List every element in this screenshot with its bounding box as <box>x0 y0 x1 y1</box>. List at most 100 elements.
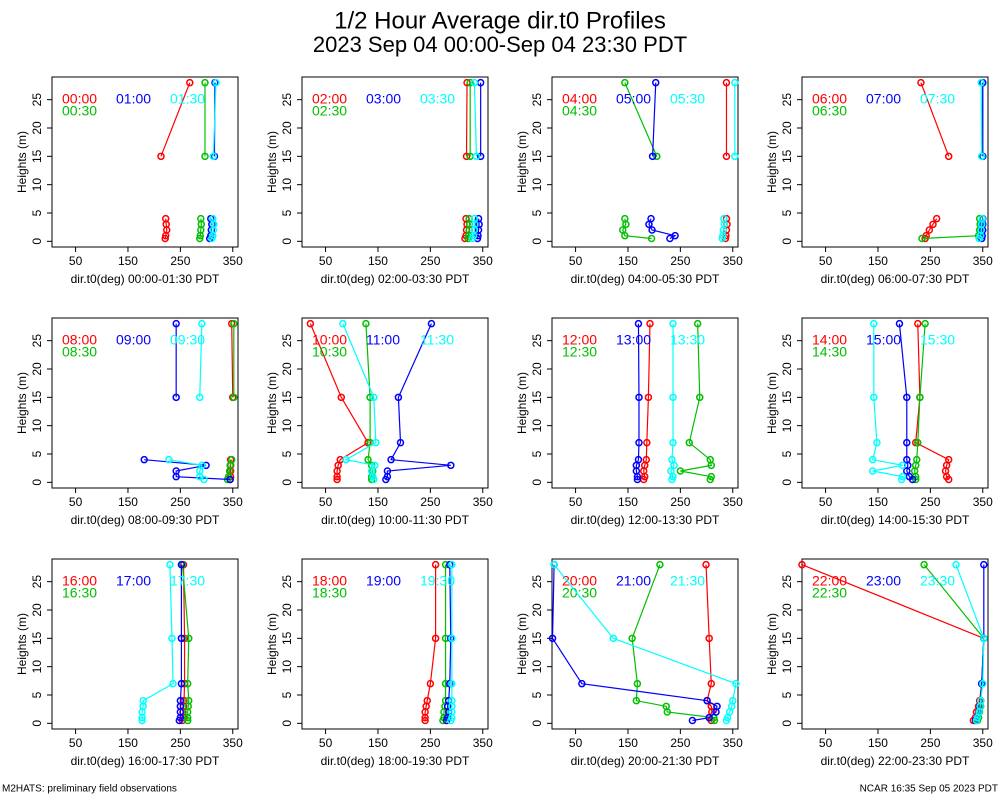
legend-label: 05:00 <box>616 91 651 107</box>
y-tick-label: 25 <box>280 575 294 589</box>
y-tick-label: 20 <box>280 603 294 617</box>
y-tick-label: 0 <box>530 479 544 486</box>
legend-label: 01:00 <box>116 91 151 107</box>
y-tick-label: 15 <box>280 390 294 404</box>
data-point <box>578 679 586 688</box>
y-tick-label: 0 <box>780 479 794 486</box>
y-tick-label: 5 <box>780 691 794 698</box>
y-axis-label: Heights (m) <box>765 613 779 675</box>
y-tick-label: 20 <box>30 121 44 135</box>
data-point <box>198 319 206 328</box>
data-point <box>668 455 676 464</box>
data-point <box>929 220 937 229</box>
plot-frame <box>301 317 489 489</box>
data-point <box>870 319 878 328</box>
data-point <box>903 393 911 402</box>
y-tick-label: 20 <box>530 362 544 376</box>
y-tick-label: 0 <box>30 720 44 727</box>
data-point <box>431 634 440 643</box>
x-axis-label: dir.t0(deg) 16:00-17:30 PDT <box>71 754 220 768</box>
data-point <box>196 234 204 243</box>
y-tick-label: 15 <box>530 631 544 645</box>
y-tick-label: 10 <box>30 178 44 192</box>
legend-label: 23:30 <box>920 573 955 589</box>
data-point <box>423 696 431 705</box>
x-tick-label: 250 <box>420 495 440 509</box>
legend-label: 02:00 <box>312 91 347 107</box>
y-tick-label: 25 <box>30 575 44 589</box>
x-tick-label: 350 <box>723 736 743 750</box>
x-tick-label: 50 <box>69 495 83 509</box>
y-tick-label: 15 <box>30 390 44 404</box>
panel: 50 150 250 350 0 5 10 15 20 25 dir.t0(deg) 12:00-1… <box>515 317 743 527</box>
y-tick-label: 0 <box>530 238 544 245</box>
title: 1/2 Hour Average dir.t0 Profiles <box>334 7 666 34</box>
data-point <box>550 560 558 569</box>
legend-label: 16:30 <box>62 585 97 601</box>
data-point <box>932 214 941 223</box>
legend-label: 08:00 <box>62 332 97 348</box>
x-axis-label: dir.t0(deg) 14:00-15:30 PDT <box>821 513 970 527</box>
y-axis-label: Heights (m) <box>15 372 29 434</box>
panel: 50 150 250 350 0 5 10 15 20 25 dir.t0(deg) 02:00-0… <box>265 76 493 286</box>
data-point <box>474 214 483 223</box>
y-tick-label: 5 <box>780 450 794 457</box>
data-point <box>183 716 192 725</box>
x-tick-label: 250 <box>170 254 190 268</box>
data-point <box>633 679 642 688</box>
data-point <box>476 152 485 161</box>
profile-line <box>473 82 478 157</box>
legend-label: 10:00 <box>312 332 347 348</box>
panel: 50 150 250 350 0 5 10 15 20 25 dir.t0(deg) 08:00-0… <box>15 317 243 527</box>
y-tick-label: 0 <box>780 238 794 245</box>
profile-line <box>978 218 983 239</box>
plot-frame <box>801 558 989 730</box>
data-point <box>868 455 877 464</box>
panel: 50 150 250 350 0 5 10 15 20 25 dir.t0(deg) 10:00-1… <box>265 317 493 527</box>
data-point <box>653 152 661 161</box>
x-tick-label: 350 <box>473 495 493 509</box>
y-axis-label: Heights (m) <box>15 613 29 675</box>
data-point <box>339 319 347 328</box>
data-point <box>448 634 456 643</box>
data-point <box>621 214 629 223</box>
data-point <box>980 560 988 569</box>
x-tick-label: 50 <box>319 495 333 509</box>
data-point <box>186 78 194 87</box>
legend-label: 04:30 <box>562 103 597 119</box>
x-axis-label: dir.t0(deg) 12:00-13:30 PDT <box>571 513 720 527</box>
data-point <box>925 226 934 234</box>
y-tick-label: 25 <box>30 93 44 107</box>
data-point <box>870 393 878 402</box>
y-tick-label: 20 <box>530 603 544 617</box>
x-axis-label: dir.t0(deg) 18:00-19:30 PDT <box>321 754 470 768</box>
x-tick-label: 50 <box>69 254 83 268</box>
profile-line <box>164 218 168 239</box>
data-point <box>903 455 911 464</box>
panel: 50 150 250 350 0 5 10 15 20 25 dir.t0(deg) 16:00-1… <box>15 558 243 768</box>
y-tick-label: 20 <box>30 362 44 376</box>
data-point <box>706 455 714 464</box>
profile-line <box>648 218 677 240</box>
y-tick-label: 5 <box>30 450 44 457</box>
y-tick-label: 10 <box>280 660 294 674</box>
panel: 50 150 250 350 0 5 10 15 20 25 dir.t0(deg) 04:00-0… <box>515 76 743 286</box>
profile-line <box>721 218 725 239</box>
y-tick-label: 10 <box>530 178 544 192</box>
data-point <box>903 438 911 447</box>
y-tick-label: 20 <box>780 121 794 135</box>
data-point <box>431 560 440 569</box>
data-point <box>667 467 675 475</box>
data-point <box>448 696 456 705</box>
y-tick-label: 20 <box>280 362 294 376</box>
data-point <box>671 231 679 240</box>
x-tick-label: 50 <box>819 254 833 268</box>
legend-label: 09:00 <box>116 332 151 348</box>
y-tick-label: 15 <box>280 631 294 645</box>
y-tick-label: 20 <box>530 121 544 135</box>
y-tick-label: 25 <box>530 575 544 589</box>
x-tick-label: 50 <box>319 254 333 268</box>
data-point <box>139 696 147 705</box>
legend-label: 19:30 <box>420 573 455 589</box>
profile-line <box>920 82 950 157</box>
